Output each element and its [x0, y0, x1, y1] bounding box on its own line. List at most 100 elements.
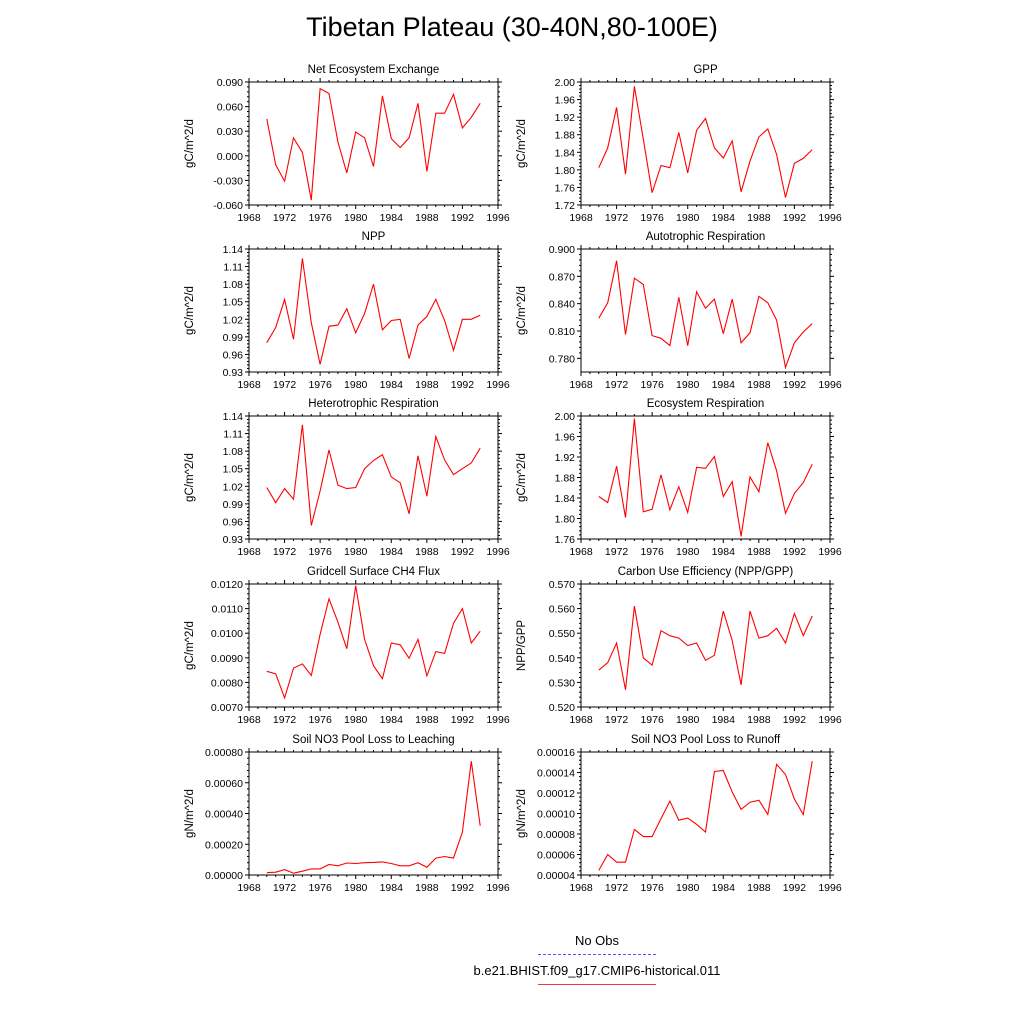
y-tick-label: 0.00014: [537, 768, 575, 780]
y-tick-label: 1.08: [223, 279, 244, 291]
plot-frame: [580, 751, 831, 876]
y-tick-label: 0.570: [549, 579, 575, 591]
series-line: [598, 86, 813, 198]
series-line: [266, 258, 481, 365]
plot-frame: [248, 751, 499, 876]
y-axis-label: NPP/GPP: [516, 620, 528, 671]
y-tick-label: 1.80: [555, 165, 576, 177]
y-tick-label: 1.11: [223, 262, 243, 274]
x-tick-label: 1972: [273, 212, 297, 224]
y-tick-label: -0.060: [213, 200, 243, 212]
y-tick-label: 1.88: [555, 473, 576, 485]
y-axis-label: gC/m^2/d: [184, 286, 196, 335]
y-tick-label: 0.780: [549, 353, 575, 365]
y-tick-label: 2.00: [555, 77, 576, 89]
x-tick-label: 1984: [712, 714, 736, 726]
y-tick-label: 1.14: [223, 244, 244, 256]
y-tick-label: 0.900: [549, 244, 575, 256]
y-tick-label: 1.84: [555, 147, 576, 159]
y-tick-label: 0.550: [549, 628, 575, 640]
y-tick-label: 0.00080: [205, 747, 243, 759]
y-tick-label: 1.96: [555, 95, 576, 107]
x-tick-label: 1968: [569, 212, 593, 224]
chart-title: Ecosystem Respiration: [647, 398, 765, 410]
chart-panel-6: 1968 1972 1976 1980 1984 1988 1992 1996 1.76 1.80…: [516, 398, 842, 558]
x-tick-label: 1972: [605, 882, 629, 894]
y-tick-label: 0.00006: [537, 850, 575, 862]
chart-title: Soil NO3 Pool Loss to Runoff: [631, 734, 781, 746]
x-tick-label: 1968: [237, 882, 261, 894]
x-tick-label: 1980: [676, 212, 700, 224]
x-tick-label: 1968: [237, 546, 261, 558]
y-tick-label: 1.96: [555, 432, 576, 444]
y-tick-label: 0.96: [223, 516, 244, 528]
legend-obs-line: [538, 954, 656, 955]
x-tick-label: 1976: [640, 212, 664, 224]
chart-panel-5: 1968 1972 1976 1980 1984 1988 1992 1996 0.93 0.96…: [184, 398, 510, 558]
chart-title: Net Ecosystem Exchange: [308, 64, 440, 76]
y-axis-label: gC/m^2/d: [516, 286, 528, 335]
x-tick-label: 1992: [451, 714, 475, 726]
chart-panel-2: 1968 1972 1976 1980 1984 1988 1992 1996 1.72 1.76…: [516, 64, 842, 224]
x-tick-label: 1996: [818, 546, 842, 558]
y-tick-label: 1.11: [223, 429, 243, 441]
legend-obs-label: No Obs: [574, 933, 620, 948]
y-tick-label: 1.80: [555, 514, 576, 526]
y-tick-label: 0.00060: [205, 778, 243, 790]
y-tick-label: 0.560: [549, 604, 575, 616]
x-tick-label: 1984: [712, 212, 736, 224]
y-tick-label: 0.540: [549, 653, 575, 665]
x-tick-label: 1976: [308, 379, 332, 391]
x-tick-label: 1988: [747, 714, 771, 726]
x-tick-label: 1972: [605, 546, 629, 558]
x-tick-label: 1988: [747, 212, 771, 224]
y-tick-label: 0.99: [223, 499, 244, 511]
x-tick-label: 1980: [676, 714, 700, 726]
y-tick-label: 0.0120: [211, 579, 243, 591]
chart-title: Carbon Use Efficiency (NPP/GPP): [618, 566, 794, 578]
chart-panel-9: 1968 1972 1976 1980 1984 1988 1992 1996 0.00000 0…: [184, 734, 510, 894]
y-tick-label: 0.93: [223, 534, 244, 546]
y-tick-label: 0.530: [549, 677, 575, 689]
x-tick-label: 1988: [747, 546, 771, 558]
y-tick-label: 0.030: [217, 126, 243, 138]
chart-title: GPP: [693, 64, 718, 76]
x-tick-label: 1996: [486, 212, 510, 224]
chart-title: Heterotrophic Respiration: [308, 398, 438, 410]
y-axis-label: gN/m^2/d: [184, 789, 196, 838]
x-tick-label: 1992: [451, 212, 475, 224]
x-tick-label: 1976: [308, 546, 332, 558]
y-tick-label: 0.090: [217, 77, 243, 89]
x-tick-label: 1992: [783, 379, 807, 391]
x-tick-label: 1968: [237, 379, 261, 391]
y-tick-label: 0.96: [223, 349, 244, 361]
x-tick-label: 1968: [237, 714, 261, 726]
x-tick-label: 1992: [783, 212, 807, 224]
x-tick-label: 1976: [640, 882, 664, 894]
y-tick-label: -0.030: [213, 175, 243, 187]
legend-model-label: b.e21.BHIST.f09_g17.CMIP6-historical.011: [473, 963, 721, 978]
y-tick-label: 0.0070: [211, 702, 243, 714]
x-tick-label: 1988: [415, 714, 439, 726]
x-tick-label: 1976: [640, 379, 664, 391]
x-tick-label: 1968: [569, 714, 593, 726]
y-tick-label: 0.870: [549, 271, 575, 283]
x-tick-label: 1976: [640, 546, 664, 558]
y-tick-label: 0.0110: [212, 604, 243, 616]
x-tick-label: 1980: [344, 714, 368, 726]
y-tick-label: 0.00010: [537, 809, 575, 821]
y-tick-label: 1.05: [223, 297, 244, 309]
x-tick-label: 1980: [344, 882, 368, 894]
series-line: [266, 585, 481, 700]
y-tick-label: 1.84: [555, 493, 576, 505]
x-tick-label: 1984: [380, 882, 404, 894]
x-tick-label: 1968: [237, 212, 261, 224]
plot-frame: [580, 583, 831, 708]
y-tick-label: 1.02: [223, 314, 244, 326]
x-tick-label: 1972: [605, 379, 629, 391]
chart-panel-1: 1968 1972 1976 1980 1984 1988 1992 1996 -0.060 -0…: [184, 64, 510, 224]
x-tick-label: 1992: [783, 882, 807, 894]
chart-title: Gridcell Surface CH4 Flux: [307, 566, 440, 578]
y-tick-label: 1.92: [555, 112, 576, 124]
plot-frame: [248, 81, 499, 206]
